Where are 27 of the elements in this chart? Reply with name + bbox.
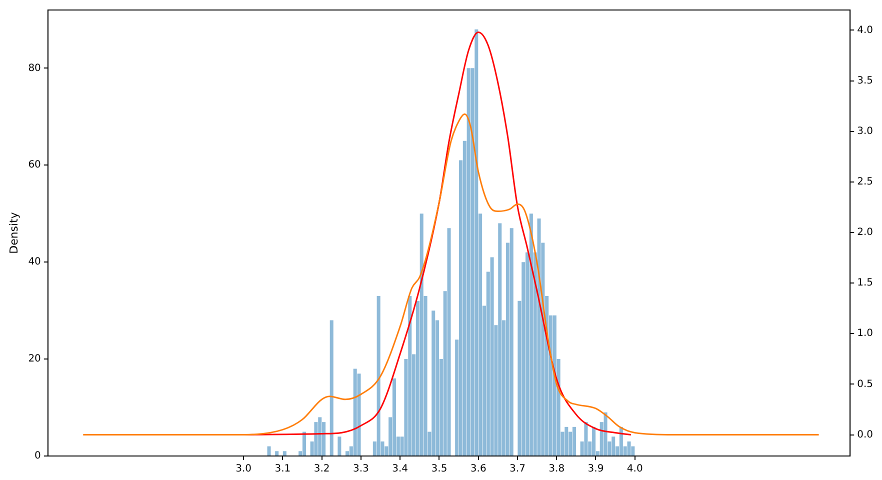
- y2-tick-label: 0.5: [857, 378, 874, 390]
- y-tick-label: 80: [28, 62, 41, 74]
- x-tick-label: 4.0: [626, 464, 643, 475]
- x-tick-label: 3.2: [314, 464, 330, 475]
- y2-tick-label: 2.5: [857, 176, 874, 188]
- y2-tick-label: 4.0: [857, 24, 874, 36]
- x-tick-label: 3.4: [392, 464, 408, 475]
- y-tick-label: 60: [28, 160, 41, 171]
- y2-tick-label: 3.0: [857, 126, 874, 137]
- x-tick-label: 3.7: [510, 464, 526, 475]
- x-tick-label: 3.1: [274, 464, 291, 475]
- x-tick-label: 3.3: [353, 464, 369, 475]
- y2-tick-label: 1.0: [857, 328, 874, 340]
- y2-tick-label: 0.0: [857, 429, 874, 440]
- x-tick-label: 3.6: [470, 464, 486, 475]
- x-tick-label: 3.0: [236, 464, 252, 475]
- y-tick-label: 20: [28, 354, 41, 365]
- y2-tick-label: 1.5: [857, 278, 874, 289]
- y2-tick-label: 2.0: [857, 227, 874, 238]
- y2-tick-label: 3.5: [857, 75, 874, 86]
- x-tick-label: 3.8: [548, 464, 565, 475]
- y-tick-label: 0: [34, 450, 41, 462]
- y-axis-title: Density: [7, 212, 20, 254]
- x-tick-label: 3.5: [431, 464, 448, 475]
- line-series: [82, 113, 820, 436]
- x-tick-label: 3.9: [588, 464, 604, 475]
- y-tick-label: 40: [28, 256, 41, 268]
